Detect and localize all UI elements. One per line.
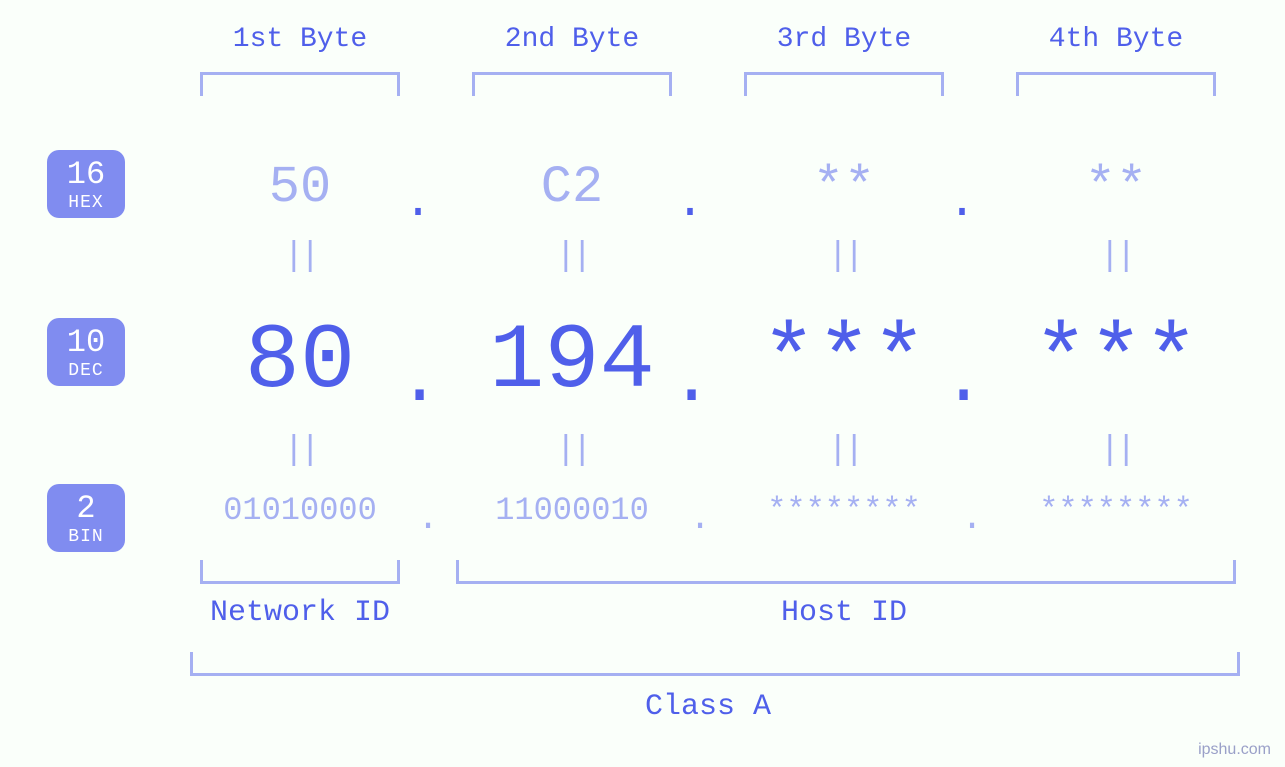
eq-hex-dec-3: || xyxy=(724,238,964,276)
dec-byte-2: 194 xyxy=(452,316,692,408)
hex-byte-2: C2 xyxy=(452,158,692,217)
dot-bin-3: . xyxy=(952,498,992,539)
dot-hex-1: . xyxy=(398,176,438,230)
bracket-class xyxy=(190,652,1240,676)
ip-address-diagram: 16 HEX 10 DEC 2 BIN 1st Byte 2nd Byte 3r… xyxy=(0,0,1285,767)
dec-byte-4: *** xyxy=(996,316,1236,408)
dec-byte-1: 80 xyxy=(180,316,420,408)
dot-hex-2: . xyxy=(670,176,710,230)
bracket-network-id xyxy=(200,560,400,584)
badge-bin-num: 2 xyxy=(47,492,125,526)
dot-dec-3: . xyxy=(942,340,982,422)
eq-dec-bin-2: || xyxy=(452,432,692,470)
bracket-top-2 xyxy=(472,72,672,96)
header-byte-1: 1st Byte xyxy=(180,24,420,55)
bracket-top-4 xyxy=(1016,72,1216,96)
badge-bin-lbl: BIN xyxy=(47,528,125,547)
header-byte-3: 3rd Byte xyxy=(724,24,964,55)
header-byte-4: 4th Byte xyxy=(996,24,1236,55)
dec-byte-3: *** xyxy=(724,316,964,408)
bin-byte-1: 01010000 xyxy=(180,492,420,529)
dot-dec-2: . xyxy=(670,340,710,422)
badge-hex-num: 16 xyxy=(47,158,125,192)
eq-dec-bin-1: || xyxy=(180,432,420,470)
hex-byte-1: 50 xyxy=(180,158,420,217)
bin-byte-3: ******** xyxy=(724,492,964,529)
eq-hex-dec-2: || xyxy=(452,238,692,276)
bin-byte-2: 11000010 xyxy=(452,492,692,529)
bracket-top-3 xyxy=(744,72,944,96)
badge-hex: 16 HEX xyxy=(47,150,125,218)
bin-byte-4: ******** xyxy=(996,492,1236,529)
bracket-top-1 xyxy=(200,72,400,96)
dot-bin-2: . xyxy=(680,498,720,539)
badge-dec-lbl: DEC xyxy=(47,362,125,381)
badge-hex-lbl: HEX xyxy=(47,194,125,213)
eq-hex-dec-1: || xyxy=(180,238,420,276)
dot-hex-3: . xyxy=(942,176,982,230)
eq-hex-dec-4: || xyxy=(996,238,1236,276)
badge-bin: 2 BIN xyxy=(47,484,125,552)
label-network-id: Network ID xyxy=(180,596,420,630)
hex-byte-4: ** xyxy=(996,158,1236,217)
eq-dec-bin-4: || xyxy=(996,432,1236,470)
watermark: ipshu.com xyxy=(1198,741,1271,759)
hex-byte-3: ** xyxy=(724,158,964,217)
bracket-host-id xyxy=(456,560,1236,584)
badge-dec-num: 10 xyxy=(47,326,125,360)
label-class: Class A xyxy=(180,690,1236,724)
label-host-id: Host ID xyxy=(452,596,1236,630)
eq-dec-bin-3: || xyxy=(724,432,964,470)
dot-bin-1: . xyxy=(408,498,448,539)
dot-dec-1: . xyxy=(398,340,438,422)
badge-dec: 10 DEC xyxy=(47,318,125,386)
header-byte-2: 2nd Byte xyxy=(452,24,692,55)
